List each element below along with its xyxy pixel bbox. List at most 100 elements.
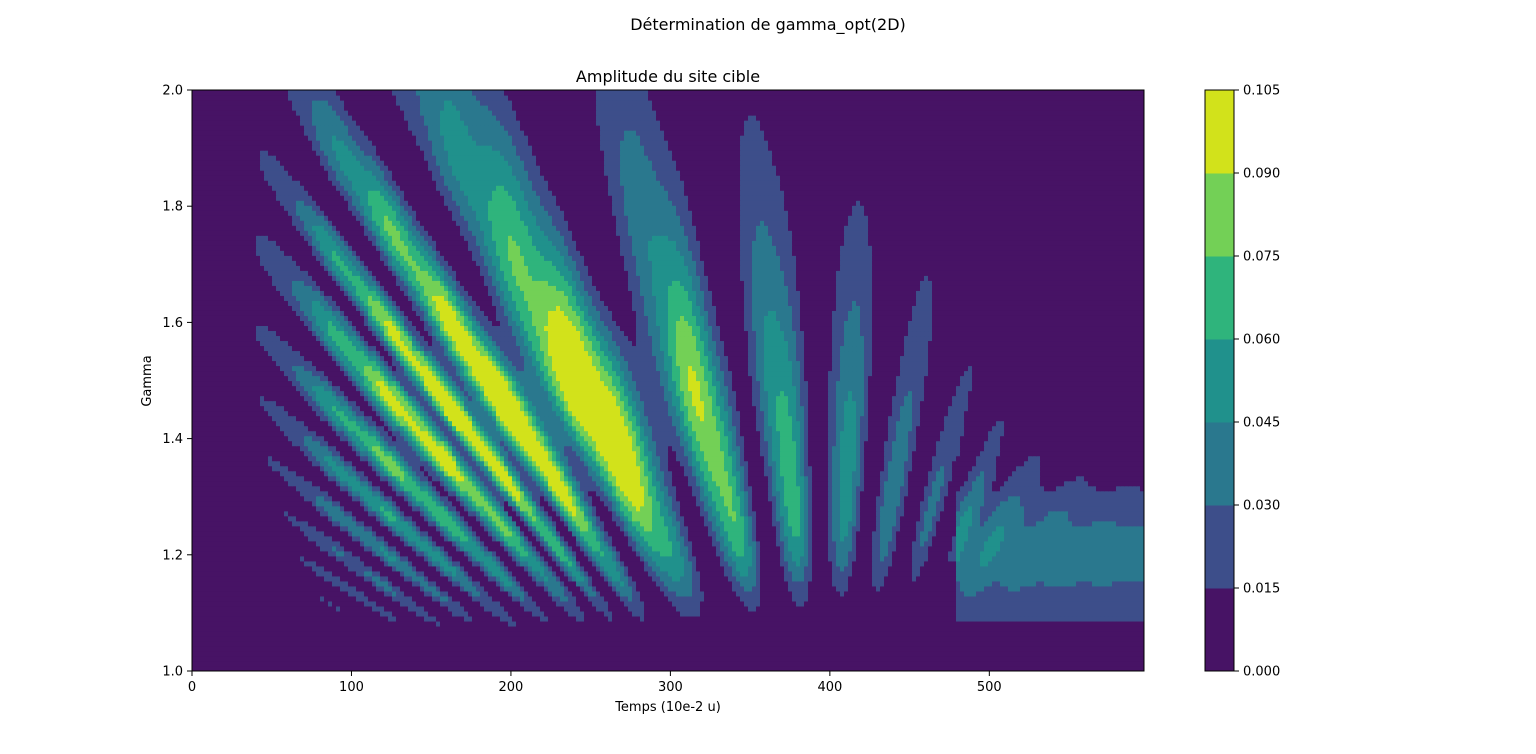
contour-cell — [484, 571, 489, 577]
contour-cell — [872, 576, 877, 582]
contour-cell — [688, 626, 693, 632]
contour-cell — [1092, 576, 1097, 582]
contour-cell — [584, 641, 589, 647]
contour-cell — [856, 631, 861, 637]
contour-cell — [768, 641, 773, 647]
contour-cell — [876, 581, 881, 587]
contour-cell — [1136, 626, 1141, 632]
contour-cell — [908, 606, 913, 612]
contour-cell — [404, 601, 409, 607]
contour-cell — [868, 626, 873, 632]
contour-cell — [308, 581, 313, 587]
contour-cell — [1104, 581, 1109, 587]
contour-cell — [940, 656, 945, 662]
contour-cell — [392, 591, 397, 597]
contour-cell — [564, 661, 569, 667]
contour-cell — [1076, 621, 1081, 627]
contour-cell — [308, 591, 313, 597]
contour-cell — [304, 601, 309, 607]
contour-cell — [484, 661, 489, 667]
contour-cell — [364, 651, 369, 657]
contour-cell — [772, 616, 777, 622]
contour-cell — [604, 606, 609, 612]
contour-cell — [304, 641, 309, 647]
contour-cell — [632, 621, 637, 627]
contour-cell — [320, 636, 325, 642]
contour-cell — [284, 636, 289, 642]
contour-cell — [956, 631, 961, 637]
contour-cell — [228, 596, 233, 602]
contour-cell — [384, 626, 389, 632]
contour-cell — [992, 616, 997, 622]
contour-cell — [980, 611, 985, 617]
contour-cell — [484, 581, 489, 587]
contour-cell — [952, 661, 957, 667]
contour-cell — [764, 641, 769, 647]
contour-cell — [720, 571, 725, 577]
contour-cell — [1120, 621, 1125, 627]
contour-cell — [428, 651, 433, 657]
contour-cell — [744, 586, 749, 592]
contour-cell — [912, 586, 917, 592]
contour-cell — [1092, 586, 1097, 592]
contour-cell — [512, 661, 517, 667]
contour-cell — [544, 596, 549, 602]
contour-cell — [772, 651, 777, 657]
contour-cell — [276, 596, 281, 602]
contour-cell — [236, 656, 241, 662]
contour-cell — [676, 606, 681, 612]
contour-cell — [512, 646, 517, 652]
contour-cell — [756, 581, 761, 587]
contour-cell — [420, 631, 425, 637]
contour-cell — [804, 616, 809, 622]
contour-cell — [220, 611, 225, 617]
contour-cell — [624, 651, 629, 657]
contour-cell — [940, 636, 945, 642]
contour-cell — [824, 571, 829, 577]
contour-cell — [924, 626, 929, 632]
contour-cell — [932, 626, 937, 632]
contour-cell — [936, 581, 941, 587]
contour-cell — [328, 646, 333, 652]
contour-cell — [652, 576, 657, 582]
contour-cell — [948, 626, 953, 632]
contour-cell — [1044, 586, 1049, 592]
contour-cell — [404, 571, 409, 577]
contour-cell — [440, 566, 445, 572]
contour-cell — [772, 661, 777, 667]
contour-cell — [852, 616, 857, 622]
contour-cell — [220, 641, 225, 647]
contour-cell — [1132, 656, 1137, 662]
contour-cell — [564, 566, 569, 572]
contour-cell — [1120, 651, 1125, 657]
contour-cell — [1016, 586, 1021, 592]
contour-cell — [472, 566, 477, 572]
contour-cell — [460, 621, 465, 627]
contour-cell — [396, 571, 401, 577]
contour-cell — [288, 616, 293, 622]
contour-cell — [596, 621, 601, 627]
contour-cell — [732, 591, 737, 597]
contour-cell — [224, 581, 229, 587]
contour-cell — [480, 651, 485, 657]
contour-cell — [996, 656, 1001, 662]
contour-cell — [600, 586, 605, 592]
contour-cell — [548, 616, 553, 622]
contour-cell — [204, 621, 209, 627]
contour-cell — [880, 571, 885, 577]
contour-cell — [416, 621, 421, 627]
contour-cell — [340, 611, 345, 617]
contour-cell — [904, 631, 909, 637]
contour-cell — [528, 636, 533, 642]
contour-cell — [392, 616, 397, 622]
contour-cell — [460, 611, 465, 617]
contour-cell — [520, 581, 525, 587]
contour-cell — [484, 616, 489, 622]
contour-cell — [224, 611, 229, 617]
contour-cell — [828, 586, 833, 592]
contour-cell — [556, 596, 561, 602]
contour-cell — [380, 581, 385, 587]
contour-cell — [716, 581, 721, 587]
contour-cell — [488, 581, 493, 587]
contour-cell — [404, 566, 409, 572]
